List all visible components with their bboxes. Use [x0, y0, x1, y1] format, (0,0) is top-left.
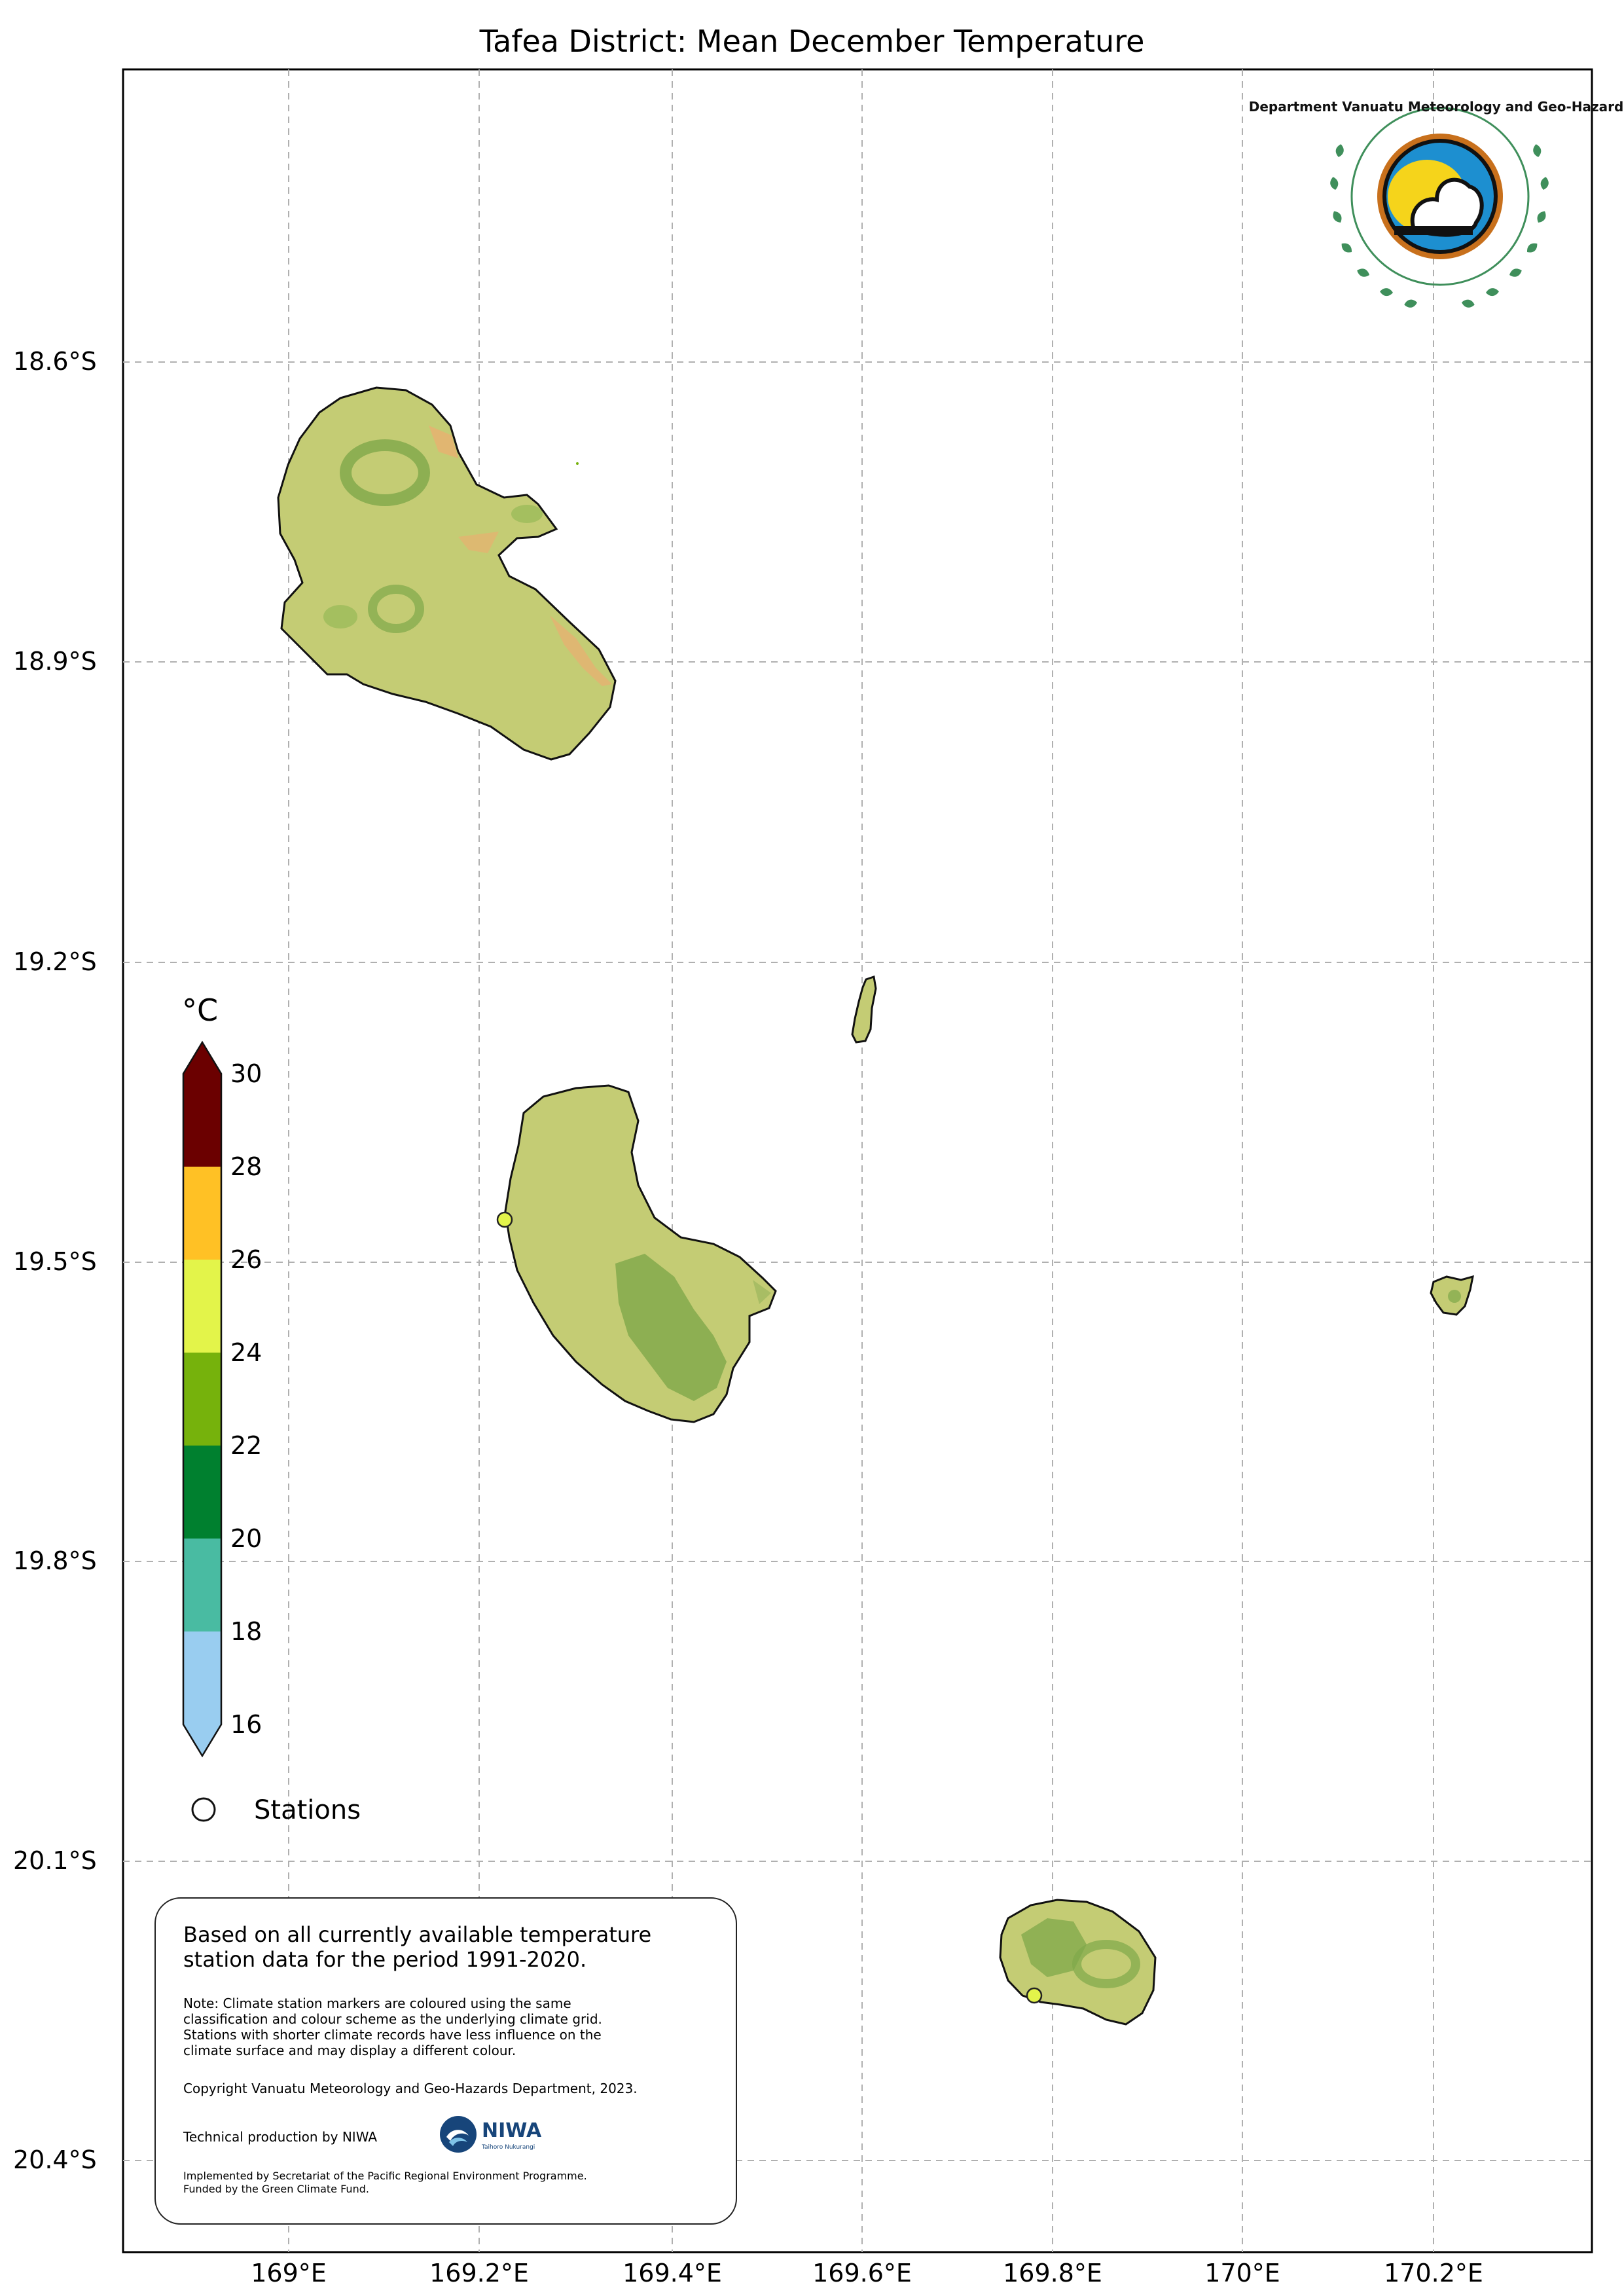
niwa-logo-subtext: Taihoro Nukurangi	[481, 2144, 535, 2151]
colorbar-tick-28: 28	[230, 1152, 262, 1181]
colorbar	[182, 1040, 223, 1758]
island-aniwa	[851, 975, 877, 1044]
lon-label-170.0: 170°E	[1204, 2259, 1280, 2287]
niwa-logo-text: NIWA	[482, 2119, 542, 2142]
colorbar-tick-26: 26	[230, 1245, 262, 1274]
colorbar-outline	[182, 1040, 223, 1758]
colorbar-band-28-30	[183, 1074, 221, 1167]
island-futuna	[1430, 1275, 1474, 1316]
stations-legend-marker	[191, 1797, 216, 1822]
colorbar-extend-min	[183, 1724, 221, 1756]
implementation-text: Implemented by Secretariat of the Pacifi…	[183, 2170, 587, 2195]
colorbar-unit: °C	[182, 993, 219, 1028]
colorbar-tick-20: 20	[230, 1524, 262, 1553]
station-marker	[496, 1211, 513, 1228]
colorbar-band-24-26	[183, 1260, 221, 1353]
map-title: Tafea District: Mean December Temperatur…	[479, 24, 1145, 59]
lon-label-170.2: 170.2°E	[1384, 2259, 1483, 2287]
technical-production-text: Technical production by NIWA	[183, 2129, 378, 2145]
note-box: Based on all currently available tempera…	[154, 1897, 737, 2225]
lon-label-169.2: 169.2°E	[429, 2259, 529, 2287]
note-main-text: Based on all currently available tempera…	[183, 1922, 652, 1972]
colorbar-extend-max	[183, 1042, 221, 1074]
island-erromango	[277, 386, 617, 761]
lat-label-20.4: 20.4°S	[13, 2145, 97, 2174]
colorbar-tick-22: 22	[230, 1431, 262, 1460]
note-detail-text: Note: Climate station markers are colour…	[183, 1995, 602, 2058]
vmgd-logo-text: Department Vanuatu Meteorology and Geo-H…	[1249, 99, 1624, 115]
lat-label-18.9: 18.9°S	[13, 647, 97, 676]
graticule	[123, 69, 1592, 2252]
colorbar-tick-16: 16	[230, 1710, 262, 1739]
lat-label-20.1: 20.1°S	[13, 1846, 97, 1875]
lon-label-169.0: 169°E	[251, 2259, 327, 2287]
lon-label-169.8: 169.8°E	[1003, 2259, 1102, 2287]
vmgd-logo: Department Vanuatu Meteorology and Geo-H…	[1249, 99, 1624, 309]
colorbar-band-26-28	[183, 1167, 221, 1260]
stations-legend-label: Stations	[254, 1795, 361, 1825]
colorbar-tick-30: 30	[230, 1059, 262, 1088]
colorbar-band-16-18	[183, 1631, 221, 1724]
lon-label-169.6: 169.6°E	[812, 2259, 912, 2287]
lon-label-169.4: 169.4°E	[623, 2259, 722, 2287]
lat-label-19.5: 19.5°S	[13, 1247, 97, 1276]
copyright-text: Copyright Vanuatu Meteorology and Geo-Ha…	[183, 2081, 638, 2096]
lat-label-19.2: 19.2°S	[13, 947, 97, 976]
colorbar-tick-18: 18	[230, 1617, 262, 1646]
lat-label-19.8: 19.8°S	[13, 1546, 97, 1575]
island-tanna	[504, 1084, 777, 1423]
islet-marker	[576, 462, 579, 465]
colorbar-band-20-22	[183, 1446, 221, 1539]
colorbar-band-22-24	[183, 1353, 221, 1446]
niwa-logo: NIWA Taihoro Nukurangi	[440, 2116, 542, 2153]
colorbar-tick-24: 24	[230, 1338, 262, 1367]
station-marker	[1026, 1987, 1043, 2004]
lat-label-18.6: 18.6°S	[13, 347, 97, 376]
colorbar-band-18-20	[183, 1539, 221, 1631]
